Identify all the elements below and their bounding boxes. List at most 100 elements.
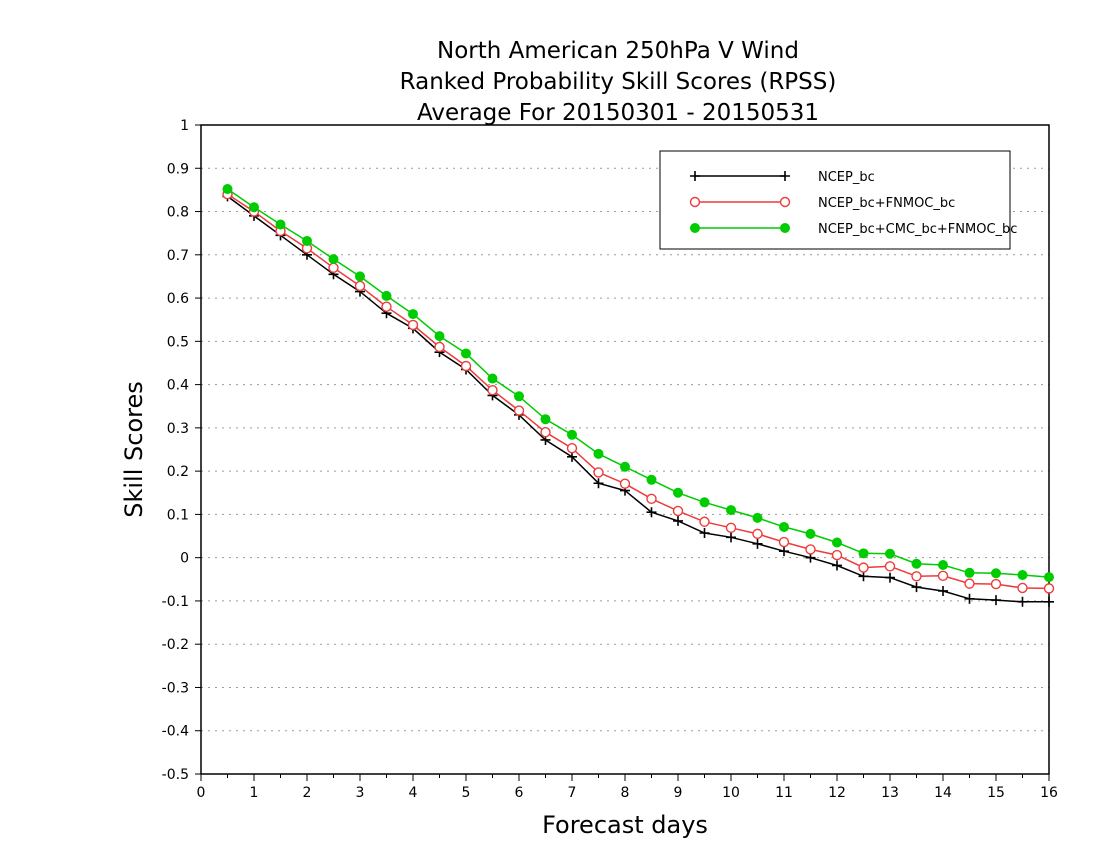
x-tick-label: 12 xyxy=(828,785,846,801)
data-point xyxy=(355,271,365,282)
chart-title-line-1: North American 250hPa V Wind xyxy=(437,38,799,64)
data-point xyxy=(540,426,551,438)
data-point xyxy=(328,254,339,265)
legend-entry: NCEP_bc+CMC_bc+FNMOC_bc xyxy=(690,222,1017,237)
data-point xyxy=(222,184,233,195)
x-tick-label: 4 xyxy=(409,785,418,801)
data-point xyxy=(673,487,683,498)
data-point xyxy=(593,448,604,459)
series-layer xyxy=(222,184,1055,607)
data-point xyxy=(1044,572,1054,583)
data-point xyxy=(779,546,789,557)
data-point xyxy=(832,537,842,548)
legend-marker xyxy=(780,223,790,233)
data-point xyxy=(805,544,816,555)
y-tick-label: 0.2 xyxy=(167,464,189,480)
data-point xyxy=(699,497,710,508)
y-tick-label: 0.8 xyxy=(167,205,189,221)
data-point xyxy=(726,505,736,516)
data-point xyxy=(832,560,842,571)
data-point xyxy=(805,528,816,539)
legend-marker xyxy=(690,171,700,181)
legend-label: NCEP_bc+CMC_bc+FNMOC_bc xyxy=(818,222,1017,237)
x-tick-label: 1 xyxy=(250,785,259,801)
data-point xyxy=(752,512,763,523)
series-line xyxy=(227,195,1049,603)
data-point xyxy=(885,548,895,559)
y-tick-label: -0.1 xyxy=(162,594,189,610)
data-point xyxy=(408,309,418,320)
data-point xyxy=(1044,596,1054,607)
x-tick-label: 13 xyxy=(881,785,899,801)
data-point xyxy=(407,319,419,331)
data-point xyxy=(593,467,604,478)
data-point xyxy=(911,571,922,582)
data-point xyxy=(964,567,975,578)
data-point xyxy=(460,360,472,372)
data-point xyxy=(540,414,551,425)
y-tick-label: 0.3 xyxy=(167,421,189,437)
data-point xyxy=(567,451,577,462)
legend-entry: NCEP_bc xyxy=(690,170,875,185)
legend-label: NCEP_bc xyxy=(818,170,875,185)
data-point xyxy=(858,562,869,573)
axis-ticks: -0.5 -0.4 -0.3 -0.2 -0.1 0 0.1 0.2 0.3 0.4 0.5 0.6 0… xyxy=(162,118,1058,801)
data-point xyxy=(1017,596,1028,607)
data-point xyxy=(1017,582,1028,594)
data-point xyxy=(354,280,366,292)
x-tick-label: 15 xyxy=(987,785,1005,801)
x-tick-label: 6 xyxy=(515,785,524,801)
y-tick-label: 0.6 xyxy=(167,291,189,307)
x-tick-label: 0 xyxy=(197,785,206,801)
data-point xyxy=(672,505,684,517)
y-tick-label: 0.1 xyxy=(167,507,189,523)
chart-title-line-2: Ranked Probability Skill Scores (RPSS) xyxy=(399,69,837,95)
y-tick-label: -0.3 xyxy=(162,680,189,696)
data-point xyxy=(937,570,949,582)
data-point xyxy=(275,219,286,230)
y-tick-label: -0.5 xyxy=(162,767,189,783)
data-point xyxy=(885,572,895,583)
data-point xyxy=(752,538,763,549)
data-point xyxy=(328,262,339,273)
y-tick-label: -0.2 xyxy=(162,637,189,653)
data-point xyxy=(752,528,763,540)
data-point xyxy=(725,522,737,534)
data-point xyxy=(1017,569,1028,580)
data-point xyxy=(990,578,1002,590)
x-tick-label: 16 xyxy=(1040,785,1058,801)
data-point xyxy=(567,429,577,440)
data-point xyxy=(514,391,524,402)
legend-marker xyxy=(779,196,791,208)
data-point xyxy=(620,461,630,472)
y-tick-label: 0.4 xyxy=(167,378,189,394)
data-point xyxy=(646,474,657,485)
y-axis-title: Skill Scores xyxy=(120,381,148,518)
x-tick-label: 7 xyxy=(568,785,577,801)
data-point xyxy=(884,561,896,572)
y-tick-label: 0.7 xyxy=(167,248,189,264)
series-NCEP_bc+CMC_bc+FNMOC_bc xyxy=(222,184,1054,583)
data-point xyxy=(726,532,736,543)
data-point xyxy=(964,593,975,604)
data-point xyxy=(434,331,445,342)
x-tick-label: 8 xyxy=(621,785,630,801)
x-tick-label: 5 xyxy=(462,785,471,801)
data-point xyxy=(434,341,445,353)
data-point xyxy=(911,558,922,569)
data-point xyxy=(646,493,657,505)
y-tick-label: -0.4 xyxy=(162,724,189,740)
legend-marker xyxy=(780,171,790,181)
data-point xyxy=(991,595,1001,606)
y-tick-label: 0.5 xyxy=(167,334,189,350)
data-point xyxy=(991,568,1001,579)
data-point xyxy=(487,385,498,396)
y-tick-label: 1 xyxy=(180,118,189,134)
series-line xyxy=(227,193,1050,590)
data-point xyxy=(831,549,843,561)
data-point xyxy=(619,478,631,489)
data-point xyxy=(938,585,948,596)
data-point xyxy=(487,373,498,384)
data-point xyxy=(593,478,604,489)
